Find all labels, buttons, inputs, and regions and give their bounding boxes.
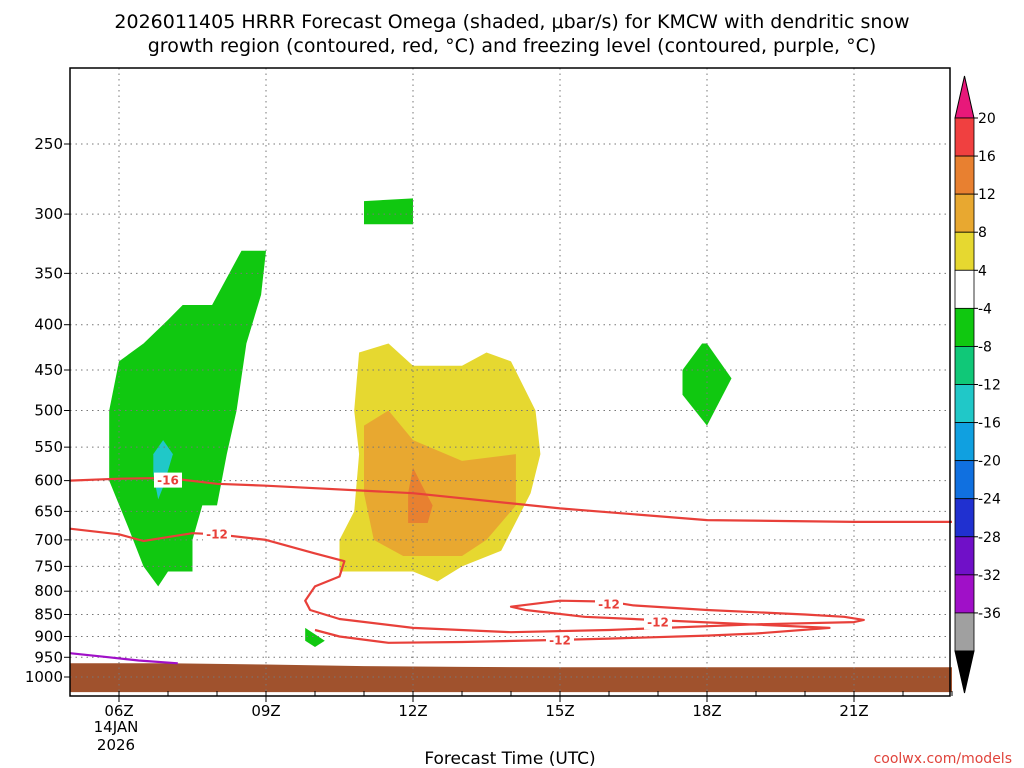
y-tick-label-850: 850 (34, 606, 63, 624)
contour-label-4: -12 (549, 634, 571, 648)
colorbar-label--32: -32 (978, 568, 1001, 584)
y-tick-label-950: 950 (34, 648, 63, 666)
y-tick-label-300: 300 (34, 205, 63, 223)
y-axis: 250 300 350 400 450 500 550 600 650 700 750 800 850 9… (25, 135, 70, 686)
omega-region-green-upper-300 (364, 198, 413, 225)
dgz-contour-0 (69, 476, 952, 524)
colorbar-bin-1 (954, 155, 975, 195)
colorbar-bin-12 (954, 574, 975, 614)
x-axis-label: Forecast Time (UTC) (424, 749, 595, 768)
terrain-fill (70, 663, 952, 693)
colorbar-bin-3 (954, 231, 975, 271)
y-tick-label-250: 250 (34, 135, 63, 153)
colorbar-label--16: -16 (978, 416, 1001, 432)
colorbar-bin-2 (954, 193, 975, 233)
colorbar-label--28: -28 (978, 530, 1001, 546)
omega-region-green-east (682, 343, 732, 426)
freezing-level-contour (69, 652, 178, 665)
y-tick-label-350: 350 (34, 264, 63, 282)
y-tick-label-700: 700 (34, 531, 63, 549)
terrain-ground (70, 663, 952, 693)
y-tick-label-800: 800 (34, 582, 63, 600)
colorbar-label-12: 12 (978, 187, 996, 203)
chart-title-line-1: 2026011405 HRRR Forecast Omega (shaded, … (114, 11, 909, 33)
colorbar-label--12: -12 (978, 378, 1001, 394)
y-tick-label-550: 550 (34, 438, 63, 456)
x-tick-label-18Z: 18Z (692, 702, 721, 720)
colorbar-under-triangle (954, 650, 975, 694)
x-tick-label-06Z: 06Z (104, 702, 133, 720)
watermark: coolwx.com/models (874, 751, 1012, 767)
colorbar-label-20: 20 (978, 111, 996, 127)
dgz-contour-1 (69, 527, 865, 644)
x-tick-label-09Z: 09Z (251, 702, 280, 720)
contour-label-bg-3 (644, 614, 672, 630)
colorbar-label--36: -36 (978, 606, 1001, 622)
contour-label-0: -16 (157, 474, 179, 488)
y-tick-label-400: 400 (34, 316, 63, 334)
plot-frame (69, 67, 951, 697)
x-tick-label-12Z: 12Z (398, 702, 427, 720)
colorbar-label-8: 8 (978, 225, 987, 241)
y-tick-label-1000: 1000 (25, 668, 63, 686)
contour-label-2: -12 (598, 597, 620, 611)
colorbar-bin-9 (954, 460, 975, 500)
colorbar-bin-11 (954, 536, 975, 576)
y-tick-label-500: 500 (34, 402, 63, 420)
x-tick-label-21Z: 21Z (839, 702, 868, 720)
colorbar-bin-5 (954, 307, 975, 347)
y-tick-label-450: 450 (34, 361, 63, 379)
y-tick-label-750: 750 (34, 557, 63, 575)
colorbar-label--4: -4 (978, 301, 992, 317)
y-tick-label-900: 900 (34, 627, 63, 645)
contour-label-bg-1 (203, 526, 231, 542)
colorbar-bin-0 (954, 117, 975, 157)
date-label-year: 2026 (97, 736, 135, 754)
contour-label-bg-2 (595, 596, 623, 612)
contour-label-bg-0 (154, 472, 182, 488)
omega-region-green-low-blob (305, 627, 325, 647)
x-axis: 06Z 09Z 12Z 15Z 18Z 21Z (69, 691, 953, 720)
omega-region-green-west-main (109, 250, 266, 587)
colorbar-bin-4 (954, 269, 975, 309)
colorbar-label--8: -8 (978, 339, 992, 355)
omega-region-dark-orange-core (408, 467, 433, 523)
colorbar-label--24: -24 (978, 492, 1001, 508)
y-tick-label-650: 650 (34, 502, 63, 520)
colorbar-over-triangle (954, 75, 975, 119)
colorbar-bin-10 (954, 498, 975, 538)
colorbar-bin-7 (954, 384, 975, 423)
contour-label-bg-4 (546, 632, 574, 648)
grid-lines (70, 68, 950, 696)
plot-area: -16 -12 -12 -12 -12 (69, 67, 952, 697)
omega-region-orange-positive (364, 410, 516, 556)
colorbar-bin-8 (954, 422, 975, 462)
x-tick-label-15Z: 15Z (545, 702, 574, 720)
colorbar-label-4: 4 (978, 263, 987, 279)
date-label-day: 14JAN (94, 718, 139, 736)
contour-labels: -16 -12 -12 -12 -12 (154, 472, 672, 648)
temperature-contours (69, 476, 952, 665)
chart-title-line-2: growth region (contoured, red, °C) and f… (148, 35, 877, 57)
colorbar-bin-6 (954, 346, 975, 385)
contour-label-1: -12 (206, 527, 228, 541)
contour-label-3: -12 (647, 616, 669, 630)
colorbar: 20 16 12 8 4 -4 -8 -12 -16 -20 -24 -28 -32 -36 (954, 75, 1001, 694)
colorbar-bin-13 (954, 612, 975, 652)
colorbar-label--20: -20 (978, 454, 1001, 470)
colorbar-label-16: 16 (978, 149, 996, 165)
y-tick-label-600: 600 (34, 472, 63, 490)
